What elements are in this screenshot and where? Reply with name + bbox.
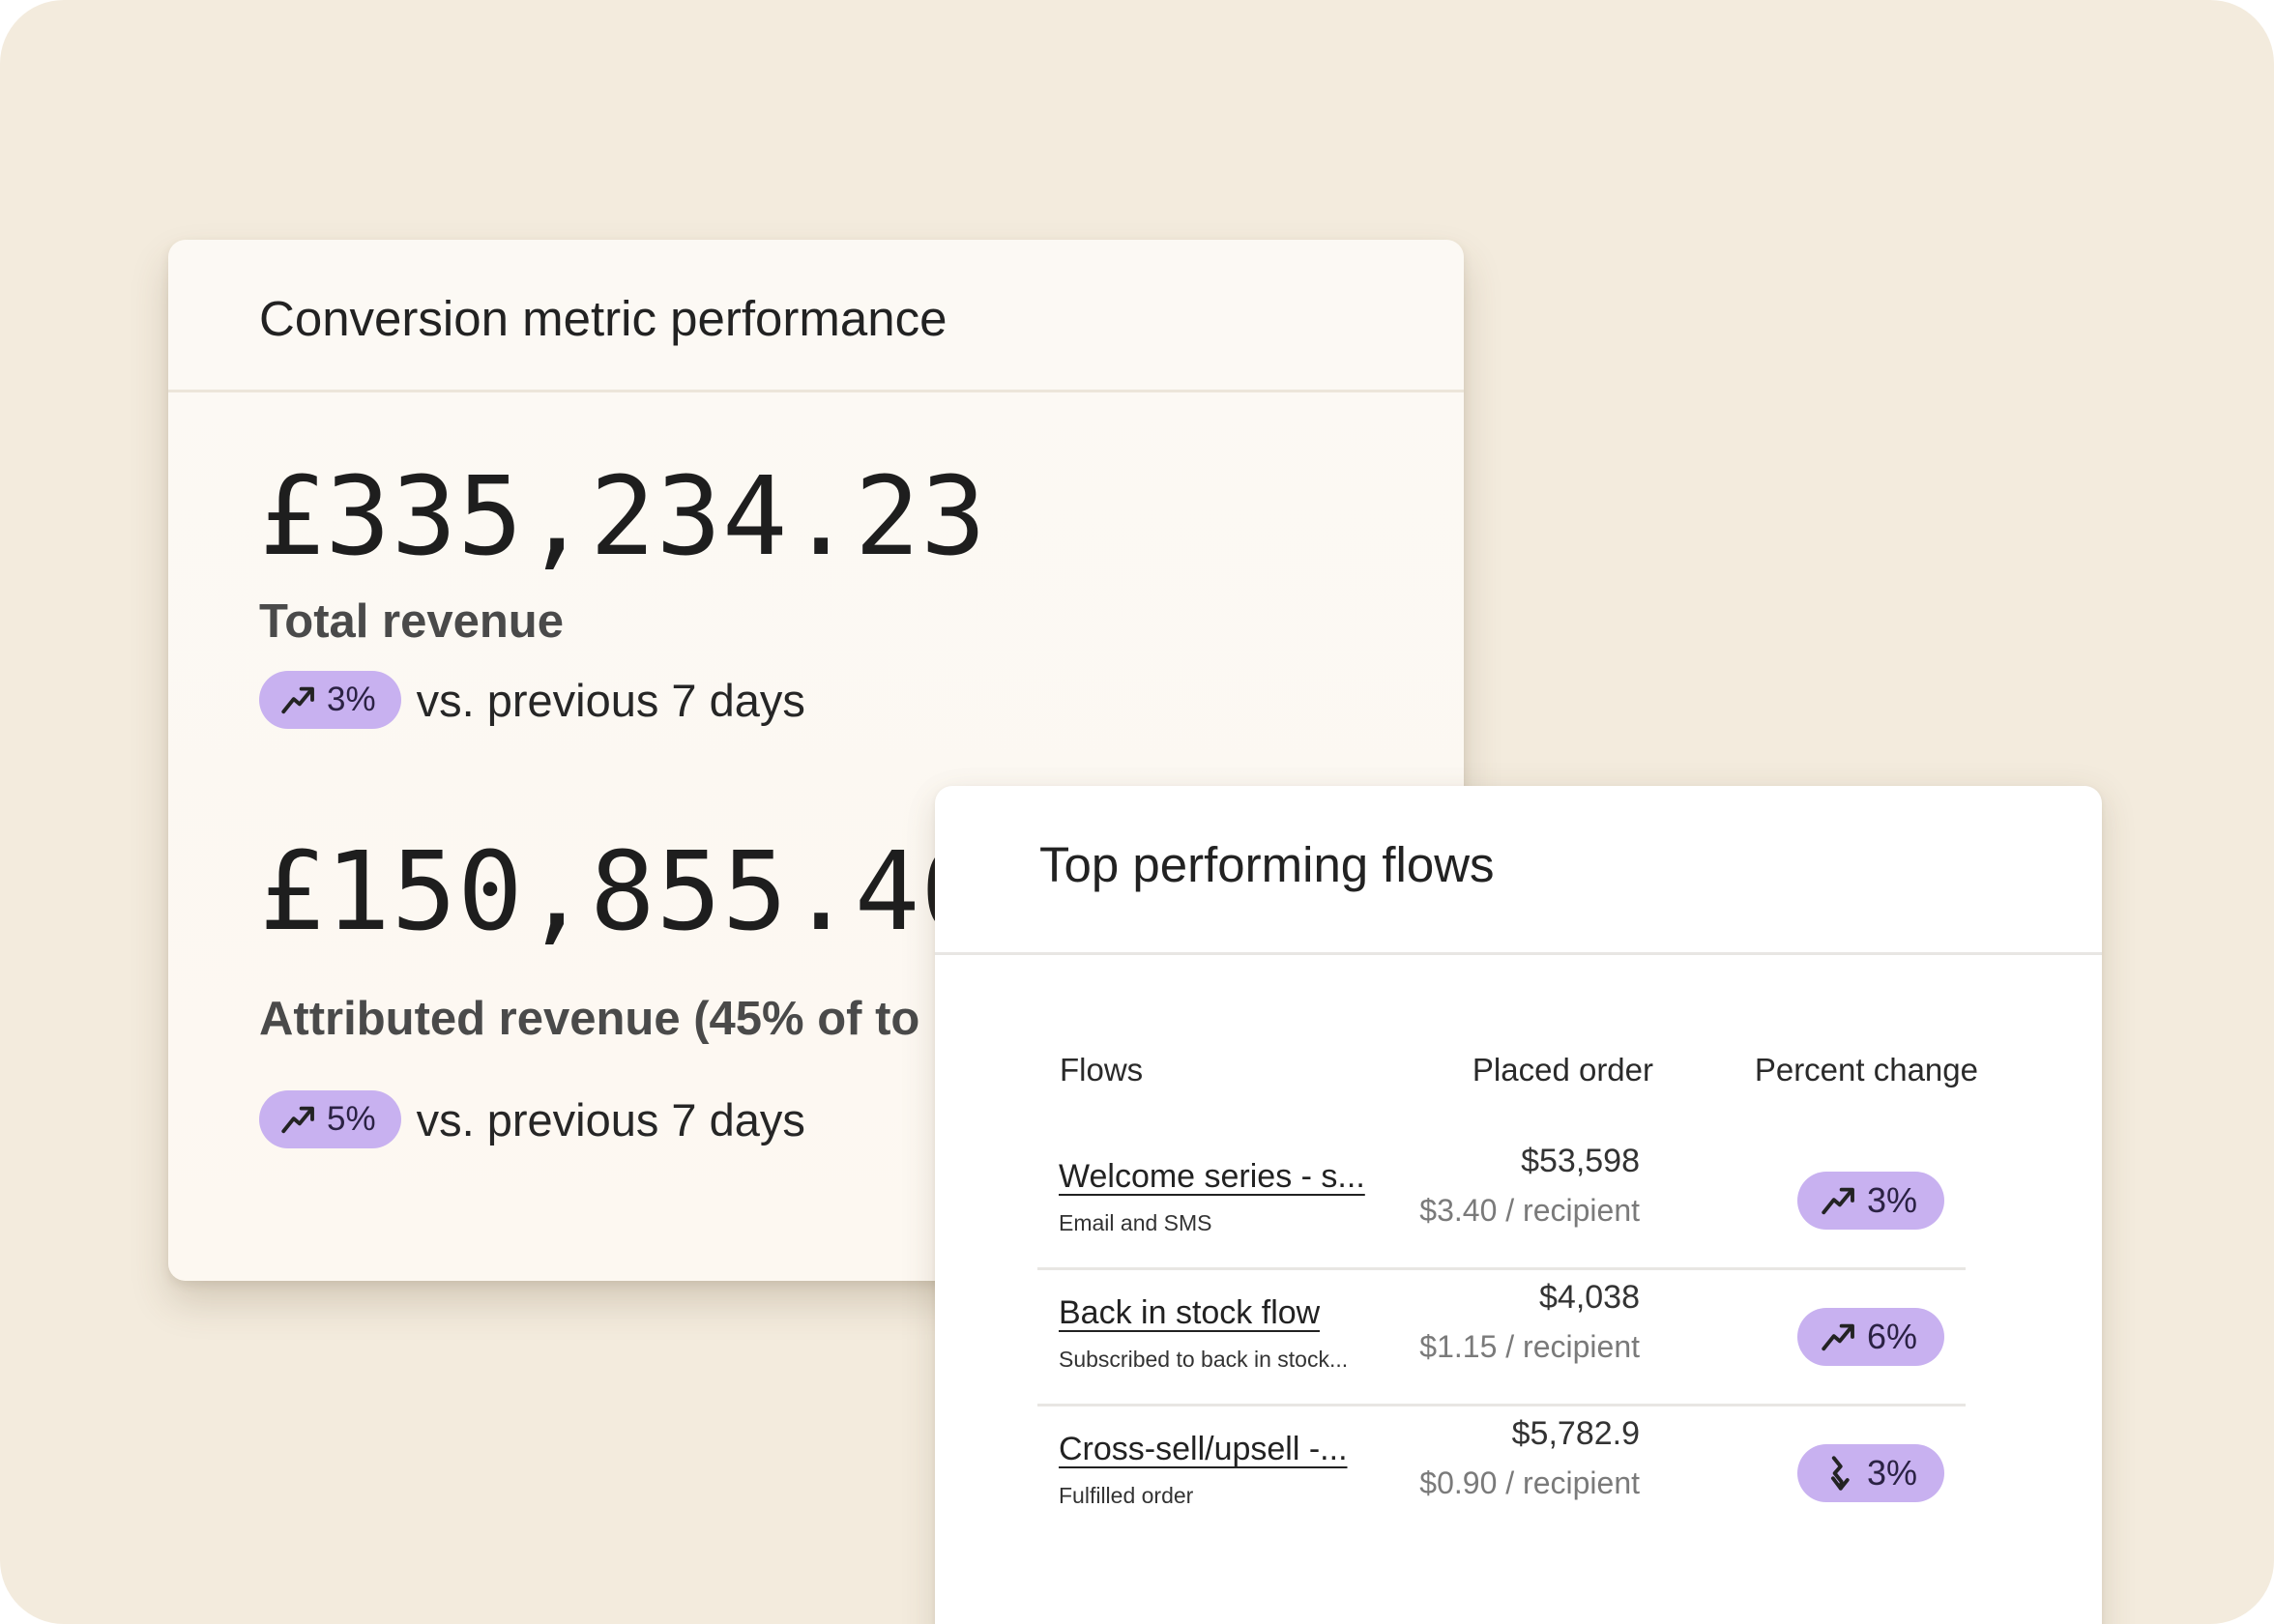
change-badge: 3% bbox=[1796, 1444, 1944, 1502]
table-row[interactable]: Back in stock flow Subscribed to back in… bbox=[1037, 1267, 1966, 1406]
change-value: 6% bbox=[1866, 1317, 1917, 1356]
change-badge: 3% bbox=[259, 671, 401, 729]
attributed-revenue-label: Attributed revenue (45% of to bbox=[259, 993, 920, 1045]
card-title: Top performing flows bbox=[1039, 837, 1495, 892]
flow-name-link[interactable]: Cross-sell/upsell -... bbox=[1059, 1431, 1348, 1467]
trend-up-icon bbox=[1822, 1323, 1854, 1351]
per-recipient-value: $3.40 / recipient bbox=[1419, 1193, 1640, 1228]
conversion-metric-card: Conversion metric performance £335,234.2… bbox=[168, 240, 1464, 1281]
table-row[interactable]: Welcome series - s... Email and SMS $53,… bbox=[1037, 1131, 1966, 1270]
flow-name-link[interactable]: Back in stock flow bbox=[1059, 1294, 1321, 1331]
placed-order-value: $5,782.9 bbox=[1511, 1415, 1640, 1452]
flow-channel: Email and SMS bbox=[1059, 1210, 1212, 1235]
trend-up-icon bbox=[1822, 1187, 1854, 1215]
column-header-flows[interactable]: Flows bbox=[1060, 1052, 1144, 1088]
card-title: Conversion metric performance bbox=[259, 291, 948, 346]
change-value: 3% bbox=[1866, 1180, 1917, 1220]
flow-channel: Fulfilled order bbox=[1059, 1483, 1194, 1508]
change-value: 3% bbox=[327, 681, 376, 718]
total-revenue-change-row: 3% vs. previous 7 days bbox=[259, 671, 805, 729]
comparison-text: vs. previous 7 days bbox=[416, 674, 805, 726]
total-revenue-value: £335,234.23 bbox=[259, 454, 987, 580]
placed-order-value: $53,598 bbox=[1521, 1143, 1640, 1179]
table-row[interactable]: Cross-sell/upsell -... Fulfilled order $… bbox=[1037, 1404, 1966, 1540]
comparison-text: vs. previous 7 days bbox=[416, 1093, 805, 1146]
trend-up-icon bbox=[281, 1106, 314, 1134]
change-value: 3% bbox=[1866, 1453, 1917, 1493]
trend-down-icon bbox=[1830, 1456, 1850, 1491]
card-header: Top performing flows bbox=[935, 786, 2102, 955]
card-header: Conversion metric performance bbox=[168, 240, 1464, 392]
attributed-revenue-value: £150,855.40 bbox=[259, 829, 987, 955]
change-badge: 6% bbox=[1796, 1308, 1944, 1366]
per-recipient-value: $1.15 / recipient bbox=[1419, 1329, 1640, 1364]
change-value: 5% bbox=[327, 1100, 376, 1138]
total-revenue-label: Total revenue bbox=[259, 595, 564, 648]
trend-up-icon bbox=[281, 686, 314, 714]
flow-channel: Subscribed to back in stock... bbox=[1059, 1347, 1349, 1372]
top-flows-card: Top performing flows Flows Placed order … bbox=[935, 786, 2102, 1624]
per-recipient-value: $0.90 / recipient bbox=[1419, 1465, 1640, 1500]
change-badge: 3% bbox=[1796, 1172, 1944, 1230]
attributed-revenue-change-row: 5% vs. previous 7 days bbox=[259, 1090, 805, 1148]
column-header-percent-change[interactable]: Percent change bbox=[1754, 1052, 1978, 1088]
flow-name-link[interactable]: Welcome series - s... bbox=[1059, 1158, 1365, 1195]
change-badge: 5% bbox=[259, 1090, 401, 1148]
placed-order-value: $4,038 bbox=[1539, 1279, 1640, 1316]
column-header-placed-order[interactable]: Placed order bbox=[1472, 1052, 1653, 1088]
